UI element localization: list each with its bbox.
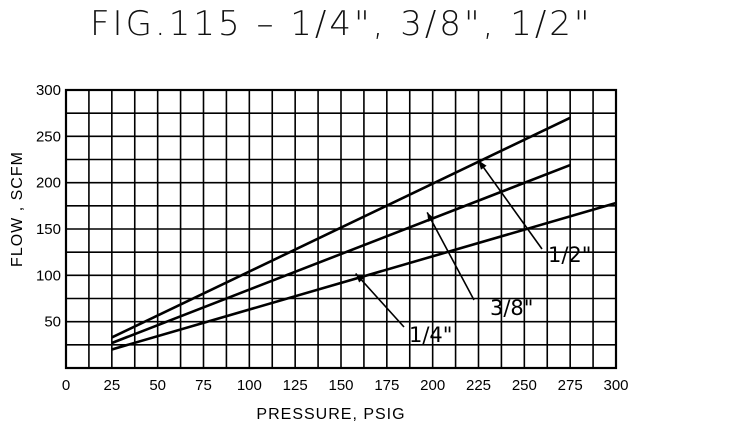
x-tick-labels: 0 25 50 75 100 125 150 175 200 225 250 275 300 bbox=[62, 377, 629, 394]
callout-arrowhead bbox=[355, 273, 365, 283]
x-tick-label: 300 bbox=[603, 377, 628, 394]
callout-leader bbox=[426, 211, 475, 301]
x-tick-label: 75 bbox=[195, 377, 212, 394]
y-axis-label: FLOW , SCFM bbox=[9, 151, 26, 267]
x-tick-label: 125 bbox=[283, 377, 308, 394]
x-tick-label: 175 bbox=[374, 377, 399, 394]
x-axis-label: PRESSURE, PSIG bbox=[256, 406, 405, 423]
series-line-1-2- bbox=[111, 116, 571, 339]
series-line-1-4- bbox=[111, 201, 617, 351]
callout-label: 1/4" bbox=[409, 323, 452, 347]
plot-frame bbox=[64, 88, 618, 370]
figure-title: FIG.115 – 1/4", 3/8", 1/2" bbox=[90, 4, 593, 44]
x-tick-label: 25 bbox=[103, 377, 120, 394]
x-tick-label: 250 bbox=[512, 377, 537, 394]
y-tick-label: 150 bbox=[36, 221, 61, 238]
y-tick-label: 250 bbox=[36, 128, 61, 145]
y-tick-label: 200 bbox=[36, 175, 61, 192]
chart-series bbox=[111, 116, 617, 351]
callout-arrowhead bbox=[478, 160, 487, 170]
chart-callouts: 1/2" 3/8" 1/4" bbox=[355, 159, 591, 347]
y-tick-label: 300 bbox=[36, 82, 61, 99]
x-tick-label: 275 bbox=[558, 377, 583, 394]
callout-leader bbox=[355, 272, 405, 328]
y-tick-label: 100 bbox=[36, 267, 61, 284]
series-line-3-8- bbox=[111, 163, 571, 345]
callout-label: 1/2" bbox=[548, 243, 591, 267]
y-tick-label: 50 bbox=[44, 314, 61, 331]
callout-label: 3/8" bbox=[490, 296, 533, 320]
plot-border bbox=[64, 88, 618, 370]
x-tick-label: 200 bbox=[420, 377, 445, 394]
x-tick-label: 225 bbox=[466, 377, 491, 394]
x-tick-label: 50 bbox=[149, 377, 166, 394]
x-tick-label: 100 bbox=[237, 377, 262, 394]
callout-arrowhead bbox=[427, 212, 435, 222]
y-tick-labels: 50 100 150 200 250 300 bbox=[36, 82, 61, 331]
x-tick-label: 150 bbox=[328, 377, 353, 394]
callout-leader bbox=[477, 159, 543, 250]
x-tick-label: 0 bbox=[62, 377, 70, 394]
